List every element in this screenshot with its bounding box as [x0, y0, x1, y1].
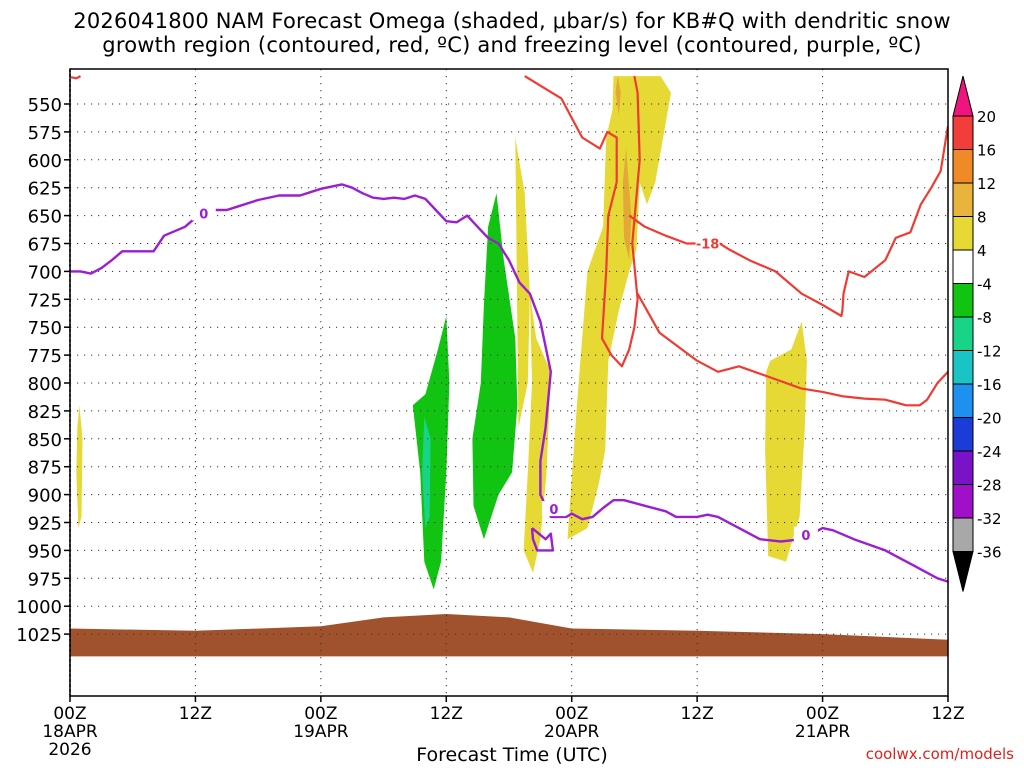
- colorbar-segment: [952, 417, 974, 452]
- freezing-level-contour: [530, 527, 555, 552]
- contour-label: 0: [801, 529, 810, 544]
- colorbar-label: 4: [977, 242, 987, 260]
- x-axis-label: Forecast Time (UTC): [416, 744, 608, 766]
- omega-region: [622, 148, 632, 261]
- colorbar-segment: [952, 517, 974, 552]
- omega-region: [412, 316, 450, 590]
- chart-title-line2: growth region (contoured, red, ºC) and f…: [102, 33, 922, 57]
- colorbar-segment: [952, 383, 974, 418]
- colorbar-cap-bottom: [952, 551, 974, 592]
- colorbar-segment: [952, 450, 974, 485]
- y-tick-label: 975: [28, 569, 62, 590]
- y-tick-label: 700: [28, 262, 62, 283]
- y-tick-label: 650: [28, 207, 62, 228]
- colorbar-cap-top: [952, 75, 974, 117]
- colorbar-label: 20: [977, 108, 996, 126]
- colorbar-segment: [952, 316, 974, 351]
- colorbar-label: -4: [977, 276, 992, 294]
- ground-surface: [70, 614, 948, 657]
- omega-region: [523, 293, 551, 573]
- chart-title-line1: 2026041800 NAM Forecast Omega (shaded, μ…: [73, 9, 951, 33]
- dendritic-contour: [70, 75, 82, 80]
- x-tick-label: 12Z: [681, 704, 714, 724]
- dendritic-contour: [628, 126, 948, 318]
- colorbar-segment: [952, 182, 974, 217]
- y-tick-label: 900: [28, 486, 62, 507]
- colorbar-label: -36: [977, 544, 1002, 562]
- x-tick-label: 12Z: [179, 704, 212, 724]
- x-tick-label: 12Z: [931, 704, 964, 724]
- colorbar-segment: [952, 283, 974, 318]
- colorbar-label: -28: [977, 477, 1002, 495]
- contour-label: 0: [199, 207, 208, 222]
- colorbar-segment: [952, 115, 974, 150]
- dendritic-contour: [524, 75, 641, 368]
- colorbar-label: -20: [977, 410, 1002, 428]
- x-tick-label: 00Z: [806, 704, 839, 724]
- omega-region: [567, 76, 671, 540]
- x-tick-year: 2026: [48, 740, 91, 760]
- plot-area: -18 0 0 0: [70, 69, 948, 696]
- contour-label: 0: [549, 503, 558, 518]
- colorbar-label: -24: [977, 443, 1002, 461]
- y-tick-label: 875: [28, 458, 62, 479]
- y-tick-label: 625: [28, 179, 62, 200]
- x-tick-label: 00Z: [555, 704, 588, 724]
- colorbar-label: 12: [977, 175, 996, 193]
- credit-text: coolwx.com/models: [865, 745, 1014, 763]
- y-tick-label: 1025: [16, 625, 62, 646]
- colorbar-label: -8: [977, 309, 992, 327]
- omega-region: [615, 76, 621, 116]
- y-tick-label: 600: [28, 151, 62, 172]
- omega-region: [76, 405, 83, 529]
- colorbar-segment: [952, 484, 974, 519]
- colorbar-label: -12: [977, 343, 1002, 361]
- x-tick-label: 12Z: [430, 704, 463, 724]
- colorbar-segment: [952, 350, 974, 385]
- x-tick-label: 00Z: [304, 704, 337, 724]
- y-tick-label: 950: [28, 541, 62, 562]
- x-tick-label: 00Z: [53, 704, 86, 724]
- y-tick-label: 775: [28, 346, 62, 367]
- contour-label: -18: [696, 238, 720, 253]
- x-tick-date: 19APR: [293, 722, 349, 742]
- x-tick-date: 20APR: [544, 722, 600, 742]
- colorbar-label: 8: [977, 209, 987, 227]
- y-tick-label: 675: [28, 235, 62, 256]
- y-tick-label: 725: [28, 290, 62, 311]
- omega-region: [765, 321, 807, 562]
- y-tick-label: 550: [28, 95, 62, 116]
- colorbar-segment: [952, 149, 974, 184]
- colorbar: 20 16 12 8 4 -4 -8 -12 -16 -20 -24 -28 -32 -36: [952, 75, 1002, 592]
- y-tick-label: 575: [28, 123, 62, 144]
- colorbar-segment: [952, 216, 974, 251]
- colorbar-label: -32: [977, 510, 1002, 528]
- colorbar-segment: [952, 249, 974, 284]
- omega-region: [515, 137, 530, 428]
- y-tick-label: 750: [28, 318, 62, 339]
- colorbar-label: 16: [977, 142, 996, 160]
- colorbar-label: -16: [977, 376, 1002, 394]
- y-tick-label: 1000: [16, 597, 62, 618]
- x-tick-date: 18APR: [42, 722, 98, 742]
- y-tick-label: 800: [28, 374, 62, 395]
- y-tick-label: 925: [28, 514, 62, 535]
- y-tick-label: 850: [28, 430, 62, 451]
- dendritic-contour: [636, 293, 948, 407]
- y-tick-label: 825: [28, 402, 62, 423]
- omega-region: [422, 416, 431, 529]
- x-tick-date: 21APR: [795, 722, 851, 742]
- omega-region: [472, 193, 518, 540]
